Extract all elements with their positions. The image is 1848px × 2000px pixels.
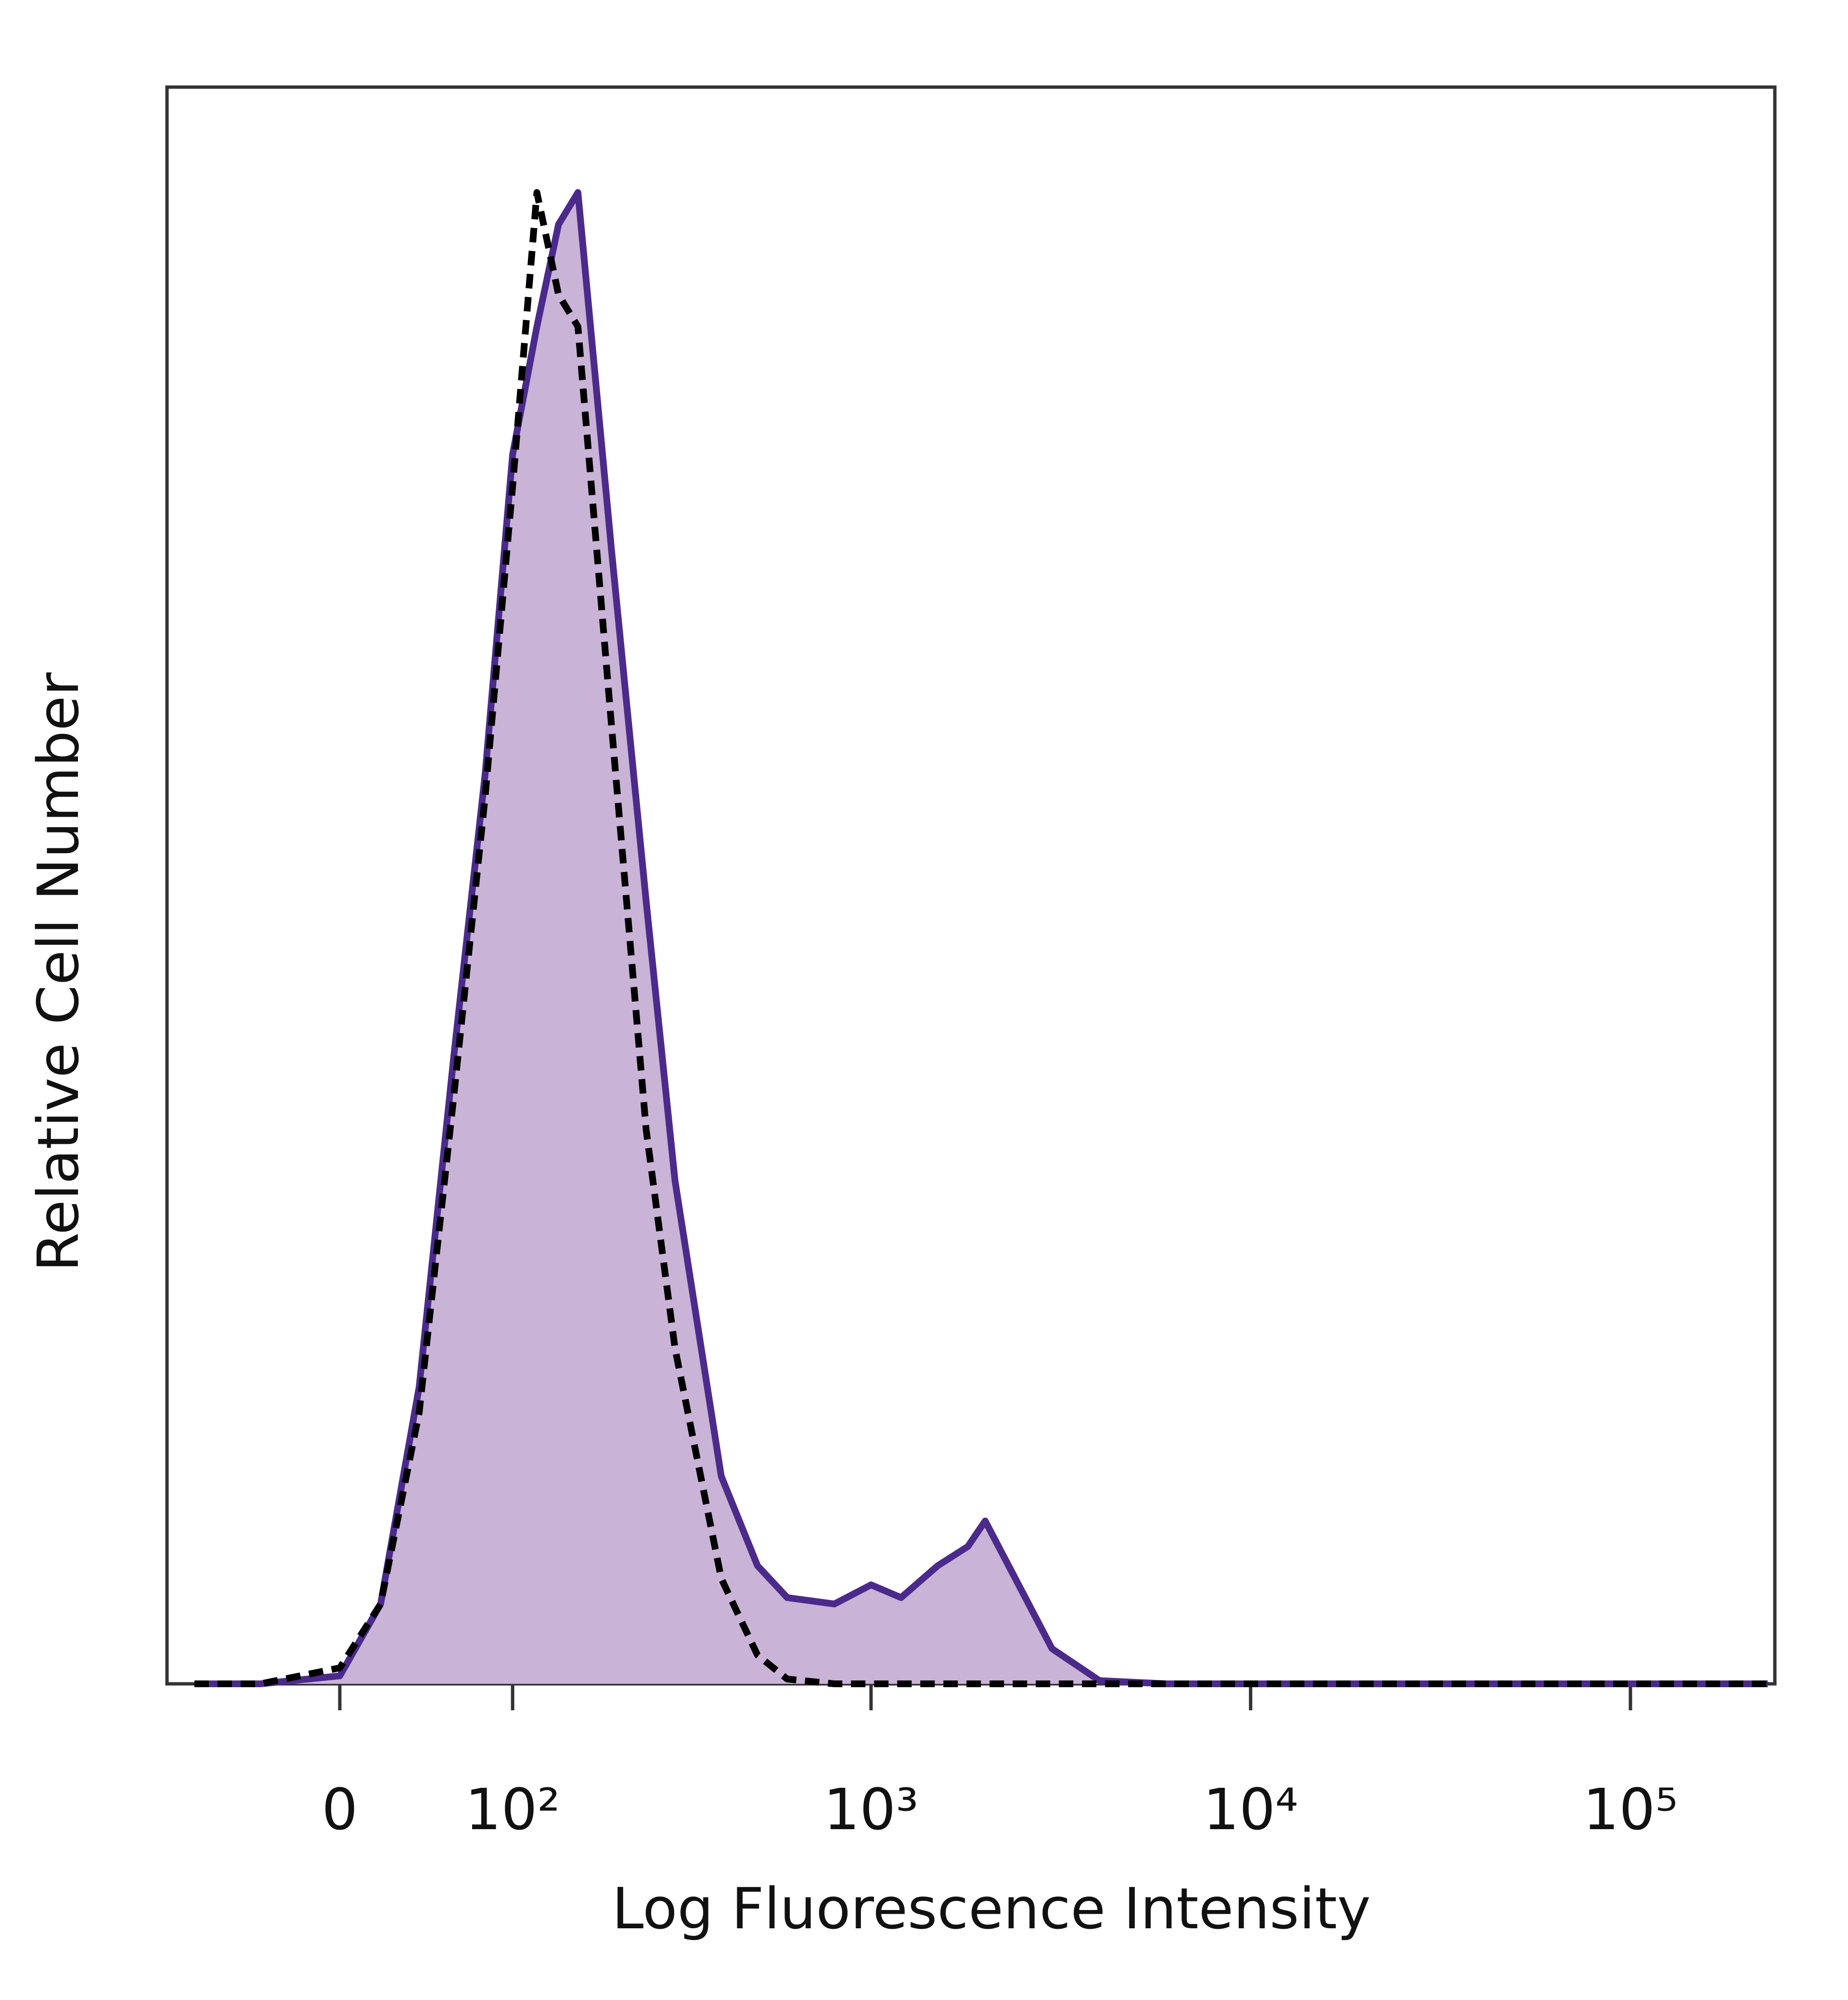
area (194, 192, 1768, 1684)
x-tick-label: 0 (322, 1776, 358, 1843)
x-tick-label: 10³ (823, 1776, 918, 1843)
x-tick-label: 10⁴ (1203, 1776, 1298, 1843)
x-tick-label: 10⁵ (1583, 1776, 1678, 1843)
y-axis-title: Relative Cell Number (25, 672, 91, 1272)
line (194, 189, 1768, 1687)
x-axis-title: Log Fluorescence Intensity (612, 1875, 1371, 1942)
x-tick-label: 10² (465, 1776, 560, 1843)
line (194, 189, 1768, 1687)
